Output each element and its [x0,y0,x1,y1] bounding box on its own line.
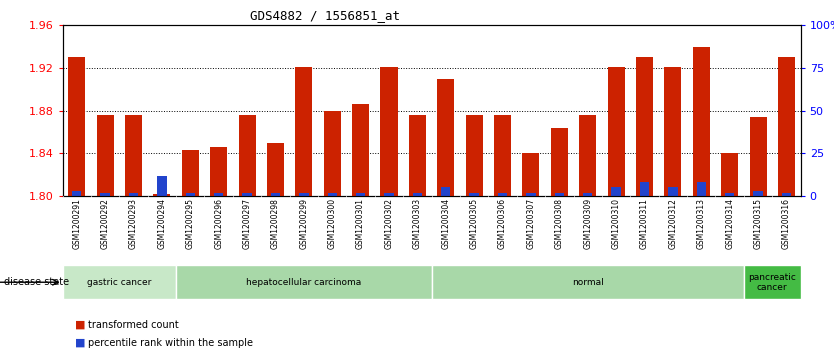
Bar [63,265,176,299]
Bar [384,193,394,196]
Bar [243,193,252,196]
Text: GSM1200293: GSM1200293 [129,198,138,249]
Bar [182,150,198,196]
Bar [640,182,649,196]
Bar [267,143,284,196]
Bar [498,193,507,196]
Bar [665,67,681,196]
Text: pancreatic
cancer: pancreatic cancer [748,273,796,292]
Text: normal: normal [572,278,604,287]
Bar [413,193,422,196]
Bar [778,57,795,196]
Text: GSM1200316: GSM1200316 [782,198,791,249]
Bar [750,117,766,196]
Bar [781,193,791,196]
Text: ■: ■ [75,320,86,330]
Bar [239,115,255,196]
Bar [583,193,592,196]
Bar [210,147,227,196]
Text: GSM1200297: GSM1200297 [243,198,252,249]
Text: GSM1200302: GSM1200302 [384,198,394,249]
Bar [441,188,450,196]
Bar [100,193,110,196]
Text: hepatocellular carcinoma: hepatocellular carcinoma [246,278,361,287]
Text: GSM1200315: GSM1200315 [754,198,762,249]
Bar [753,191,763,196]
Bar [550,128,568,196]
Bar [494,115,511,196]
Bar [380,67,398,196]
Text: gastric cancer: gastric cancer [87,278,152,287]
Text: GSM1200311: GSM1200311 [640,198,649,249]
Bar [299,193,309,196]
Bar [271,193,280,196]
Bar [68,57,85,196]
Bar [725,193,735,196]
Bar [186,193,195,196]
Text: GSM1200309: GSM1200309 [583,198,592,249]
Bar [214,193,224,196]
Text: GSM1200308: GSM1200308 [555,198,564,249]
Text: GSM1200306: GSM1200306 [498,198,507,249]
Text: GSM1200291: GSM1200291 [73,198,81,249]
Text: disease state: disease state [4,277,69,287]
Bar [409,115,426,196]
Text: percentile rank within the sample: percentile rank within the sample [88,338,253,348]
Bar [522,154,540,196]
Bar [153,194,170,196]
Bar [579,115,596,196]
Bar [352,104,369,196]
Bar [696,182,706,196]
Text: GSM1200295: GSM1200295 [186,198,195,249]
Text: GDS4882 / 1556851_at: GDS4882 / 1556851_at [250,9,400,22]
Bar [324,111,341,196]
Text: GSM1200292: GSM1200292 [101,198,109,249]
Text: GSM1200299: GSM1200299 [299,198,309,249]
Text: GSM1200314: GSM1200314 [726,198,734,249]
Bar [437,79,455,196]
Text: GSM1200304: GSM1200304 [441,198,450,249]
Bar [128,193,138,196]
Text: GSM1200305: GSM1200305 [470,198,479,249]
Text: GSM1200298: GSM1200298 [271,198,280,249]
Text: GSM1200300: GSM1200300 [328,198,337,249]
Text: GSM1200312: GSM1200312 [668,198,677,249]
Text: GSM1200307: GSM1200307 [526,198,535,249]
Text: ■: ■ [75,338,86,348]
Text: GSM1200310: GSM1200310 [611,198,620,249]
Bar [608,67,625,196]
Text: transformed count: transformed count [88,320,178,330]
Bar [470,193,479,196]
Bar [176,265,432,299]
Text: GSM1200296: GSM1200296 [214,198,224,249]
Bar [465,115,483,196]
Bar [721,154,738,196]
Text: GSM1200303: GSM1200303 [413,198,422,249]
Bar [555,193,564,196]
Bar [668,188,677,196]
Bar [526,193,535,196]
Bar [295,67,313,196]
Bar [432,265,744,299]
Bar [72,191,82,196]
Bar [744,265,801,299]
Text: GSM1200294: GSM1200294 [158,198,167,249]
Bar [611,188,620,196]
Bar [356,193,365,196]
Bar [125,115,142,196]
Bar [158,176,167,196]
Text: GSM1200301: GSM1200301 [356,198,365,249]
Bar [97,115,113,196]
Bar [328,193,337,196]
Text: GSM1200313: GSM1200313 [696,198,706,249]
Bar [693,47,710,196]
Bar [636,57,653,196]
